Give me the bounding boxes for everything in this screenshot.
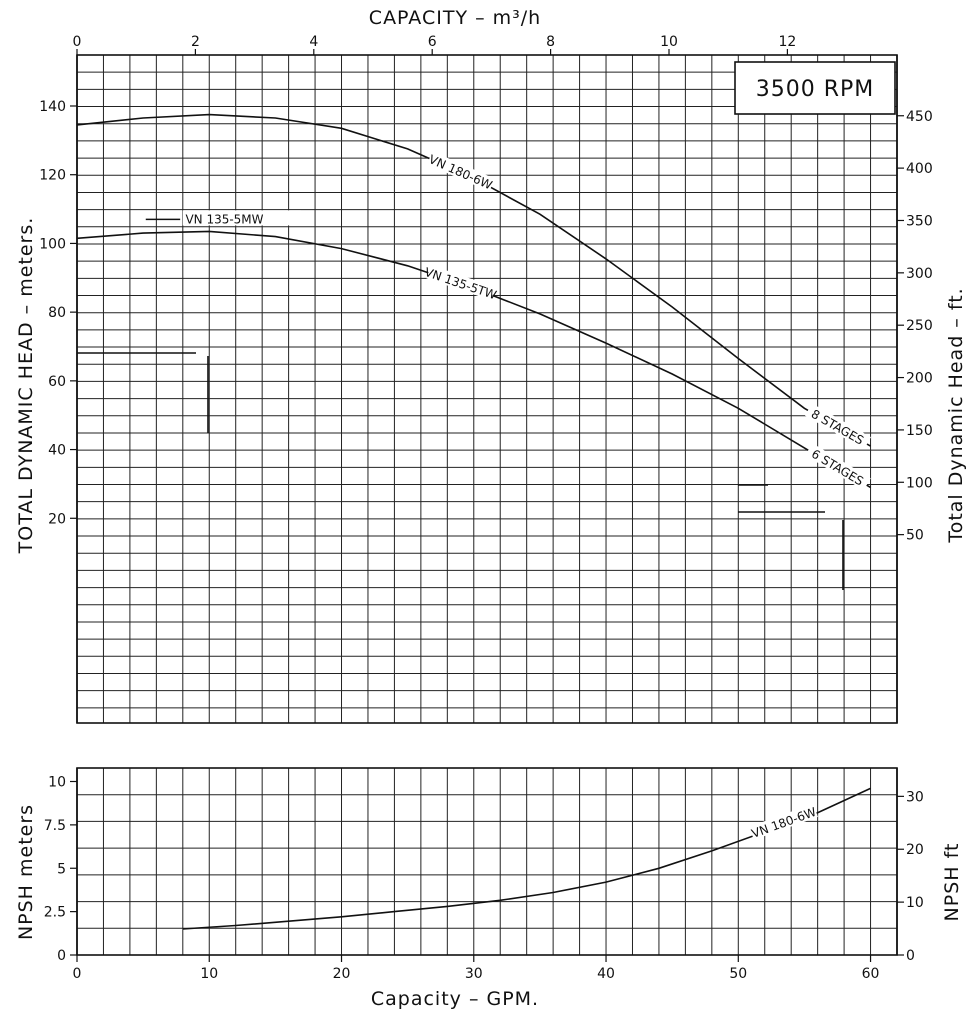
npsh-left-tick-label: 10 [48, 775, 66, 791]
curve-label-6-stages-bg [805, 443, 871, 491]
left-tick-label: 80 [48, 305, 66, 321]
bottom-axis-title: Capacity – GPM. [371, 988, 539, 1010]
right-axis-title: Total Dynamic Head – ft. [945, 287, 967, 543]
top-tick-label: 4 [309, 34, 318, 50]
bottom-tick-label: 40 [597, 966, 615, 982]
bottom-tick-label: 60 [862, 966, 880, 982]
right-tick-label: 150 [906, 423, 933, 439]
top-axis-title: CAPACITY – m³/h [369, 7, 541, 29]
top-tick-label: 10 [660, 34, 678, 50]
left-tick-label: 60 [48, 374, 66, 390]
bottom-tick-label: 30 [465, 966, 483, 982]
left-axis-title: TOTAL DYNAMIC HEAD – meters. [15, 217, 37, 555]
bottom-tick-label: 20 [333, 966, 351, 982]
left-tick-label: 40 [48, 443, 66, 459]
left-tick-label: 20 [48, 511, 66, 527]
left-tick-label: 100 [39, 236, 66, 252]
plot-frame-npsh [76, 767, 898, 956]
top-tick-label: 0 [73, 34, 82, 50]
npsh-right-tick-label: 10 [906, 895, 924, 911]
top-tick-label: 12 [778, 34, 796, 50]
npsh-right-tick-label: 30 [906, 789, 924, 805]
top-tick-label: 2 [191, 34, 200, 50]
rpm-label: 3500 RPM [756, 77, 875, 102]
curve-label-vn135-5mw: VN 135-5MW [185, 212, 263, 226]
curve-label-vn135-5tw: VN 135-5TW [423, 265, 499, 302]
top-tick-label: 6 [428, 34, 437, 50]
npsh-right-axis-title: NPSH ft [941, 843, 963, 922]
right-tick-label: 200 [906, 371, 933, 387]
rpm-box [734, 61, 896, 115]
bottom-tick-label: 10 [200, 966, 218, 982]
npsh-curve-label-vn180-bg [749, 803, 818, 840]
curve-label-8-stages-bg [804, 403, 871, 450]
right-tick-label: 50 [906, 528, 924, 544]
right-tick-label: 450 [906, 109, 933, 125]
right-tick-label: 400 [906, 161, 933, 177]
right-tick-label: 300 [906, 266, 933, 282]
bottom-tick-label: 50 [729, 966, 747, 982]
bottom-tick-label: 0 [73, 966, 82, 982]
top-tick-label: 8 [546, 34, 555, 50]
npsh-right-tick-label: 20 [906, 842, 924, 858]
right-tick-label: 250 [906, 318, 933, 334]
npsh-left-tick-label: 0 [57, 948, 66, 964]
curve-label-vn135-5tw-bg [426, 265, 496, 301]
npsh-right-tick-label: 0 [906, 948, 915, 964]
npsh-left-tick-label: 5 [57, 861, 66, 877]
npsh-left-tick-label: 2.5 [44, 905, 66, 921]
left-tick-label: 140 [39, 99, 66, 115]
curve-label-vn180-bg [427, 151, 495, 192]
npsh-left-axis-title: NPSH meters [15, 804, 37, 940]
right-tick-label: 350 [906, 213, 933, 229]
npsh-left-tick-label: 7.5 [44, 818, 66, 834]
right-tick-label: 100 [906, 475, 933, 491]
npsh-curve-label-vn180: VN 180-6W [750, 805, 819, 841]
curve-label-vn135-5mw-bg [182, 210, 301, 226]
left-tick-label: 120 [39, 168, 66, 184]
plot-frame-head [76, 54, 898, 724]
